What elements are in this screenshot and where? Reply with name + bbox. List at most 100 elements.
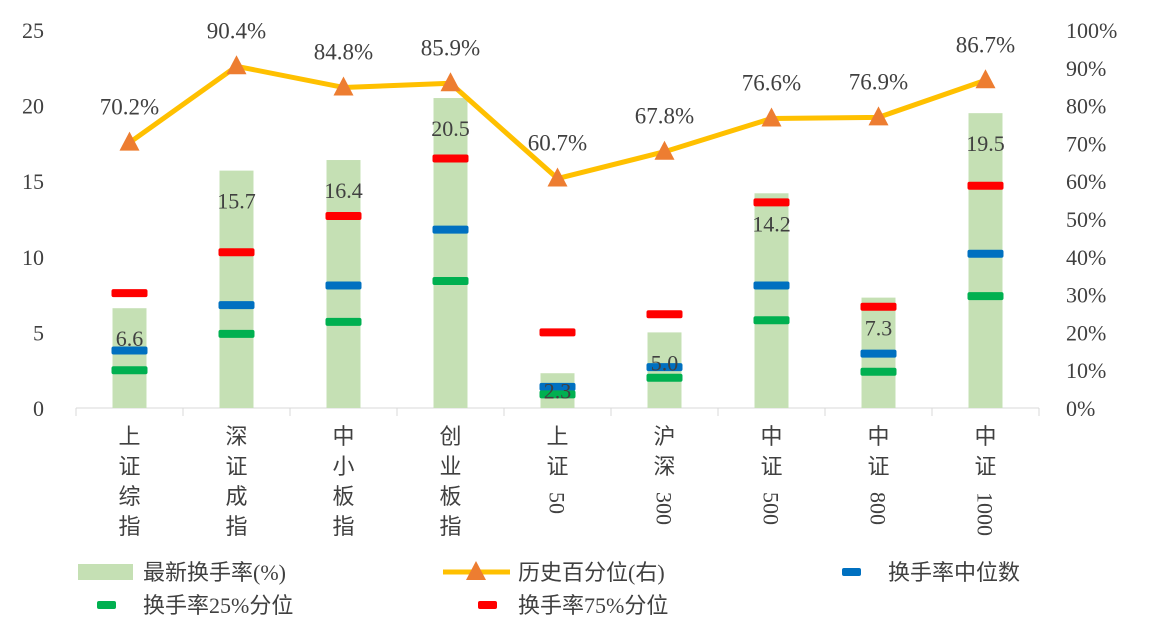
category-label-char: 指: [332, 514, 354, 539]
marker-p25: [325, 317, 362, 326]
marker-p25: [432, 276, 469, 285]
category-label-digits: 1000: [973, 492, 998, 536]
bar-latest-turnover: [219, 170, 254, 408]
bar-latest-turnover: [112, 308, 147, 408]
marker-p75: [218, 248, 255, 257]
category-label-digits: 300: [652, 492, 677, 525]
right-axis-tick-label: 100%: [1066, 18, 1117, 43]
bar-data-label: 2.3: [544, 379, 572, 404]
percentile-data-label: 76.6%: [742, 70, 801, 95]
category-label-char: 证: [974, 454, 996, 479]
marker-p75: [753, 198, 790, 207]
marker-p25: [218, 329, 255, 338]
legend-label: 最新换手率(%): [143, 560, 286, 585]
right-axis-tick-label: 0%: [1066, 396, 1095, 421]
marker-p25: [539, 390, 576, 399]
right-axis-tick-label: 40%: [1066, 245, 1106, 270]
marker-p75: [111, 289, 148, 298]
percentile-triangle-marker: [119, 131, 140, 151]
category-label-char: 沪: [653, 424, 675, 449]
right-axis-tick-label: 30%: [1066, 283, 1106, 308]
marker-median: [860, 349, 897, 358]
percentile-data-label: 85.9%: [421, 35, 480, 60]
marker-p75: [967, 181, 1004, 190]
category-label-char: 成: [225, 484, 247, 509]
bar-data-label: 15.7: [217, 189, 256, 214]
category-label-digits: 50: [545, 492, 570, 514]
left-axis-tick-label: 15: [22, 169, 44, 194]
category-label-char: 板: [439, 484, 461, 509]
bar-data-label: 7.3: [865, 316, 893, 341]
left-axis-tick-label: 10: [22, 245, 44, 270]
bar-data-label: 6.6: [116, 326, 144, 351]
category-label-char: 中: [974, 424, 996, 449]
category-label-digits: 500: [759, 492, 784, 525]
legend-swatch-marker: [842, 568, 861, 576]
category-label-char: 证: [546, 454, 568, 479]
category-label-char: 创: [439, 424, 461, 449]
category-label-char: 中: [760, 424, 782, 449]
legend-label: 换手率25%分位: [143, 593, 293, 618]
percentile-data-label: 84.8%: [314, 39, 373, 64]
category-label-char: 中: [332, 424, 354, 449]
marker-p75: [539, 328, 576, 337]
marker-p25: [646, 373, 683, 382]
marker-median: [967, 249, 1004, 258]
percentile-data-label: 70.2%: [100, 95, 159, 120]
category-label-char: 深: [653, 454, 675, 479]
percentile-triangle-marker: [547, 167, 568, 187]
percentile-data-label: 86.7%: [956, 32, 1015, 57]
marker-p75: [432, 154, 469, 163]
category-label-char: 小: [332, 454, 354, 479]
percentile-data-label: 76.9%: [849, 69, 908, 94]
left-axis-tick-label: 0: [33, 396, 44, 421]
marker-median: [432, 225, 469, 234]
bar-latest-turnover: [968, 113, 1003, 408]
category-label-char: 业: [439, 454, 461, 479]
right-axis-tick-label: 10%: [1066, 358, 1106, 383]
category-label-char: 指: [225, 514, 247, 539]
legend-swatch-bar: [78, 564, 133, 580]
left-axis-tick-label: 5: [33, 320, 44, 345]
marker-p25: [860, 367, 897, 376]
category-label-char: 综: [118, 484, 140, 509]
category-label-char: 中: [867, 424, 889, 449]
legend-swatch-marker: [97, 601, 116, 609]
legend-label: 换手率75%分位: [518, 593, 668, 618]
percentile-triangle-marker: [333, 76, 354, 96]
marker-median: [218, 301, 255, 310]
left-axis-tick-label: 25: [22, 18, 44, 43]
category-label-char: 上: [118, 424, 140, 449]
legend-label: 历史百分位(右): [518, 560, 665, 585]
marker-median: [646, 363, 683, 372]
bar-latest-turnover: [754, 193, 789, 408]
bar-data-label: 19.5: [966, 131, 1005, 156]
category-label-char: 板: [332, 484, 354, 509]
category-label-char: 证: [118, 454, 140, 479]
right-axis-tick-label: 60%: [1066, 169, 1106, 194]
category-label-char: 证: [225, 454, 247, 479]
marker-p75: [646, 310, 683, 319]
bar-data-label: 20.5: [431, 116, 470, 141]
category-label-char: 证: [867, 454, 889, 479]
marker-median: [539, 382, 576, 391]
percentile-triangle-marker: [226, 55, 247, 75]
percentile-data-label: 90.4%: [207, 18, 266, 43]
category-label-char: 上: [546, 424, 568, 449]
percentile-triangle-marker: [440, 72, 461, 92]
right-axis-tick-label: 50%: [1066, 207, 1106, 232]
legend-swatch-marker: [478, 601, 497, 609]
percentile-triangle-marker: [975, 69, 996, 89]
marker-p75: [860, 302, 897, 311]
legend-label: 换手率中位数: [888, 560, 1020, 585]
marker-median: [111, 346, 148, 355]
category-label-char: 证: [760, 454, 782, 479]
marker-p25: [753, 316, 790, 325]
percentile-triangle-marker: [761, 107, 782, 127]
right-axis-tick-label: 20%: [1066, 320, 1106, 345]
category-label-char: 指: [118, 514, 140, 539]
percentile-triangle-marker: [868, 106, 889, 126]
marker-p75: [325, 211, 362, 220]
percentile-data-label: 60.7%: [528, 131, 587, 156]
